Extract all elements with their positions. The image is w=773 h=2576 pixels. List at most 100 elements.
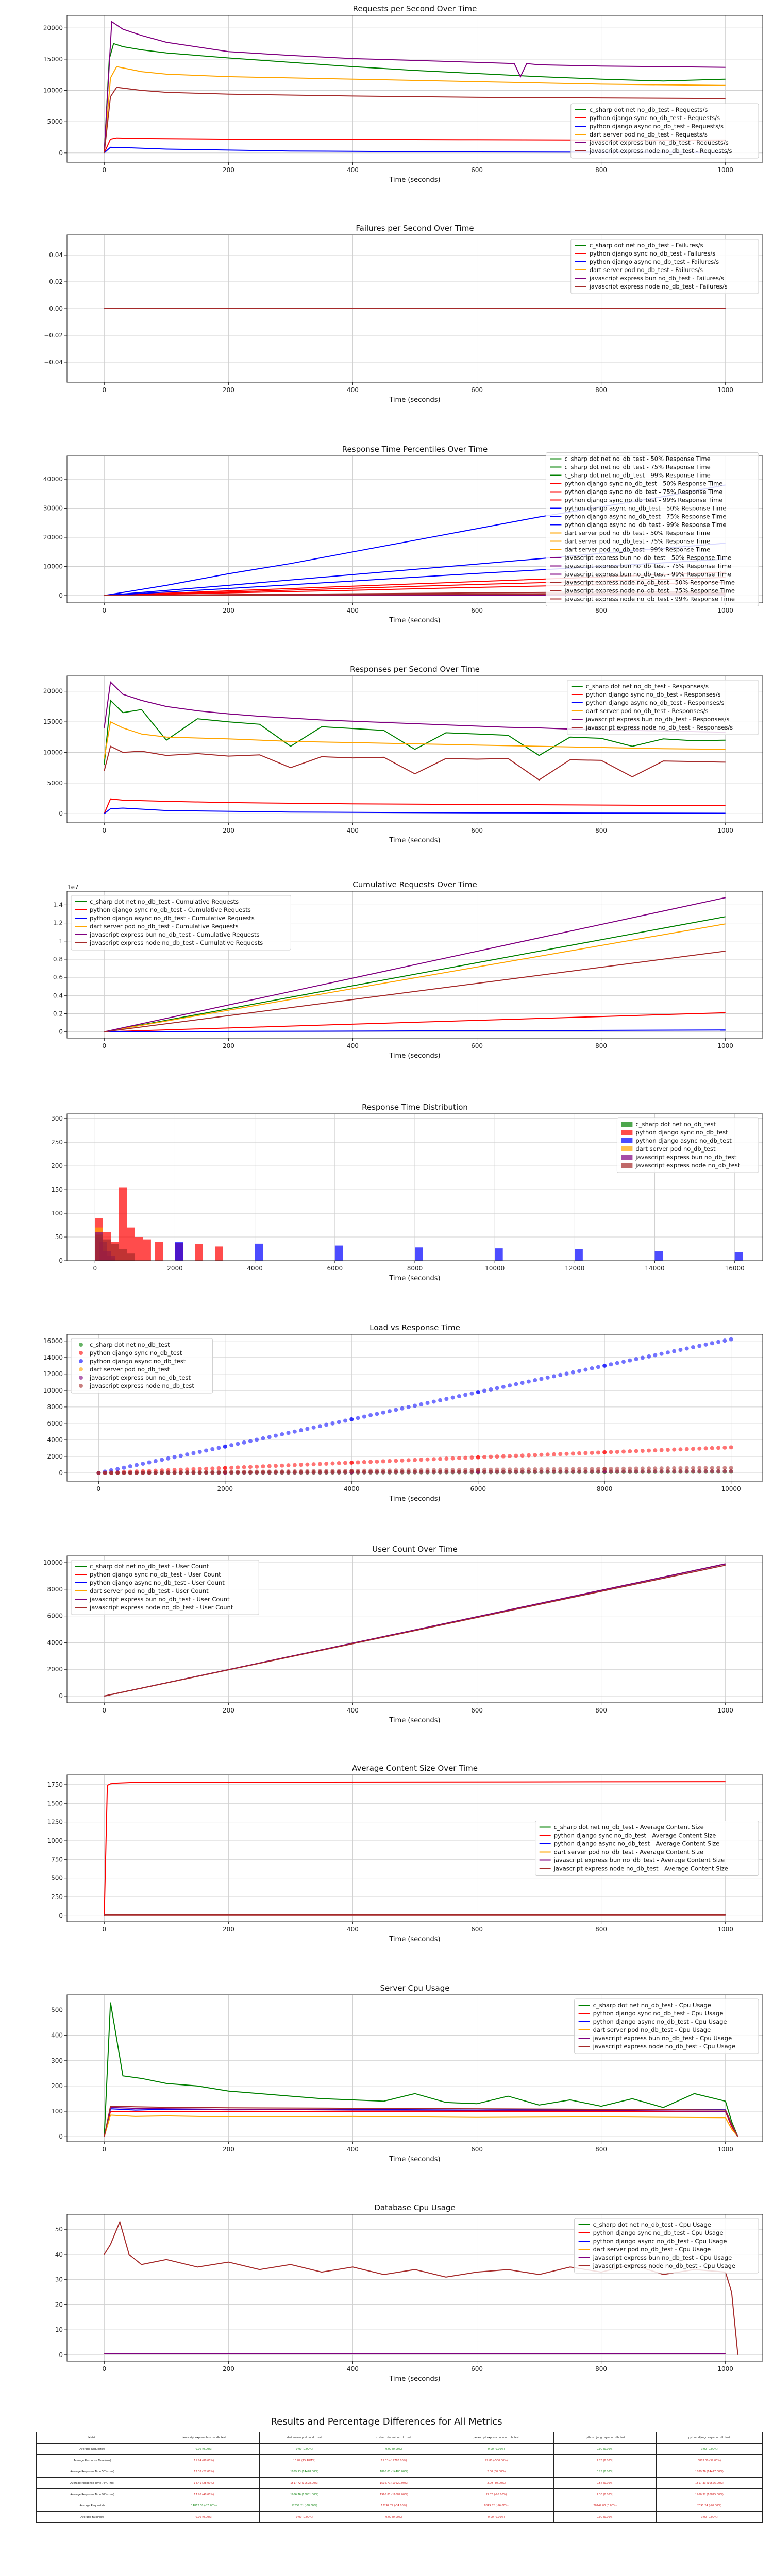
scatter-point (489, 1467, 493, 1472)
legend-entry: javascript express node no_db_test - Cpu… (593, 2262, 735, 2269)
y-tick-label: 1750 (47, 1781, 63, 1788)
scatter-point (210, 1447, 215, 1451)
x-axis-label: Time (seconds) (389, 176, 440, 184)
scatter-point (539, 1452, 544, 1457)
hist-bar (654, 1251, 663, 1261)
legend-entry: javascript express node no_db_test (89, 1382, 194, 1389)
scatter-point (564, 1371, 569, 1376)
legend-swatch (621, 1146, 633, 1151)
legend-entry: python django async no_db_test (90, 1358, 186, 1365)
scatter-point (444, 1468, 449, 1472)
legend-entry: python django async no_db_test - Respons… (586, 699, 725, 706)
y-tick-label: −0.02 (44, 332, 63, 339)
scatter-point (722, 1469, 727, 1473)
chart-6: Load vs Response Time 0 2000 4000 6000 8000 10… (43, 1323, 763, 1503)
scatter-point (362, 1468, 366, 1473)
legend-box (71, 1338, 213, 1394)
scatter-point (615, 1361, 619, 1365)
y-tick-label: 10 (55, 2326, 63, 2333)
x-tick-label: 6000 (327, 1265, 343, 1272)
scatter-point (160, 1458, 164, 1462)
series-line (104, 2106, 738, 2137)
legend-entry: dart server pod no_db_test (635, 1145, 716, 1153)
x-tick-label: 1000 (717, 2365, 733, 2372)
scatter-point (590, 1467, 594, 1471)
legend-entry: javascript express bun no_db_test (89, 1374, 191, 1381)
x-tick-label: 0 (103, 166, 107, 174)
y-tick-label: 0 (59, 810, 63, 817)
scatter-point (337, 1420, 341, 1425)
legend-entry: dart server pod no_db_test - Cpu Usage (593, 2246, 711, 2253)
table-cell: 1890.01 (14480.00%) (348, 2466, 439, 2478)
scatter-point (185, 1452, 190, 1457)
scatter-point (596, 1450, 600, 1455)
x-tick-label: 0 (103, 827, 107, 834)
table-cell: 14862.38 (-26.00%) (148, 2500, 260, 2512)
scatter-point (381, 1459, 385, 1464)
y-tick-label: 0 (59, 1028, 63, 1036)
legend-swatch (621, 1138, 633, 1143)
x-tick-label: 0 (97, 1485, 101, 1493)
scatter-point (539, 1467, 544, 1471)
y-tick-label: 1.4 (53, 901, 63, 908)
y-tick-label: 0 (59, 1692, 63, 1700)
scatter-point (368, 1413, 373, 1417)
series-line (104, 21, 726, 153)
x-tick-label: 800 (595, 827, 607, 834)
scatter-point (172, 1470, 177, 1475)
scatter-point (508, 1454, 512, 1459)
scatter-point (678, 1348, 683, 1352)
table-cell: 13.89 (15.48M%) (259, 2454, 349, 2466)
table-cell: 7.36 (0.00%) (553, 2488, 657, 2500)
chart-0: Requests per Second Over Time 0 200 400 600 8… (43, 4, 763, 184)
series-line (104, 2002, 738, 2137)
scatter-point (628, 1358, 632, 1363)
y-tick-label: 50 (55, 2226, 63, 2233)
scatter-point (634, 1469, 638, 1474)
hist-bar (111, 1244, 119, 1261)
scatter-point (583, 1367, 588, 1372)
x-tick-label: 800 (595, 1707, 607, 1714)
x-tick-label: 200 (223, 1042, 234, 1049)
plot-area (95, 1187, 743, 1261)
legend-entry: javascript express bun no_db_test - Requ… (589, 139, 729, 146)
legend-entry: python django sync no_db_test - 99% Resp… (564, 497, 722, 504)
y-tick-label: 5000 (47, 779, 63, 787)
scatter-point (236, 1442, 240, 1446)
scatter-point (406, 1405, 411, 1410)
plot-frame (66, 1994, 763, 2142)
scatter-point (400, 1468, 405, 1473)
table-cell: 0.00 (0.00%) (348, 2443, 439, 2455)
scatter-point (299, 1428, 304, 1433)
scatter-point (570, 1370, 575, 1375)
x-tick-label: 600 (471, 1042, 483, 1049)
scatter-point (665, 1448, 670, 1452)
legend-box (71, 895, 291, 951)
legend-entry: javascript express node no_db_test (635, 1162, 740, 1169)
scatter-point (602, 1450, 607, 1454)
table-header-cell: c_sharp dot net no_db_test (348, 2432, 439, 2444)
y-tick-label: 0.00 (49, 305, 63, 312)
scatter-point (684, 1346, 689, 1351)
y-tick-label: 1500 (47, 1800, 63, 1807)
scatter-point (242, 1440, 246, 1445)
x-tick-label: 800 (595, 1042, 607, 1049)
x-tick-label: 800 (595, 386, 607, 394)
x-axis-label: Time (seconds) (389, 1495, 440, 1503)
y-tick-label: 500 (51, 1875, 63, 1882)
plot-frame (66, 234, 763, 383)
y-tick-label: 30 (55, 2276, 63, 2283)
table-cell: 3883.00 (32.00%) (656, 2454, 763, 2466)
scatter-point (337, 1461, 341, 1466)
x-axis-label: Time (seconds) (389, 2375, 440, 2383)
table-row-label: Average Failures/s (36, 2511, 149, 2523)
table-row: Average Response Time (ms) 11.74 (88.00%)… (36, 2454, 763, 2466)
y-tick-label: 2000 (47, 1453, 63, 1460)
scatter-point (526, 1379, 531, 1384)
scatter-point (166, 1456, 171, 1461)
scatter-point (216, 1466, 221, 1470)
series-line (104, 1029, 726, 1032)
legend-entry: python django sync no_db_test - User Cou… (90, 1571, 221, 1578)
